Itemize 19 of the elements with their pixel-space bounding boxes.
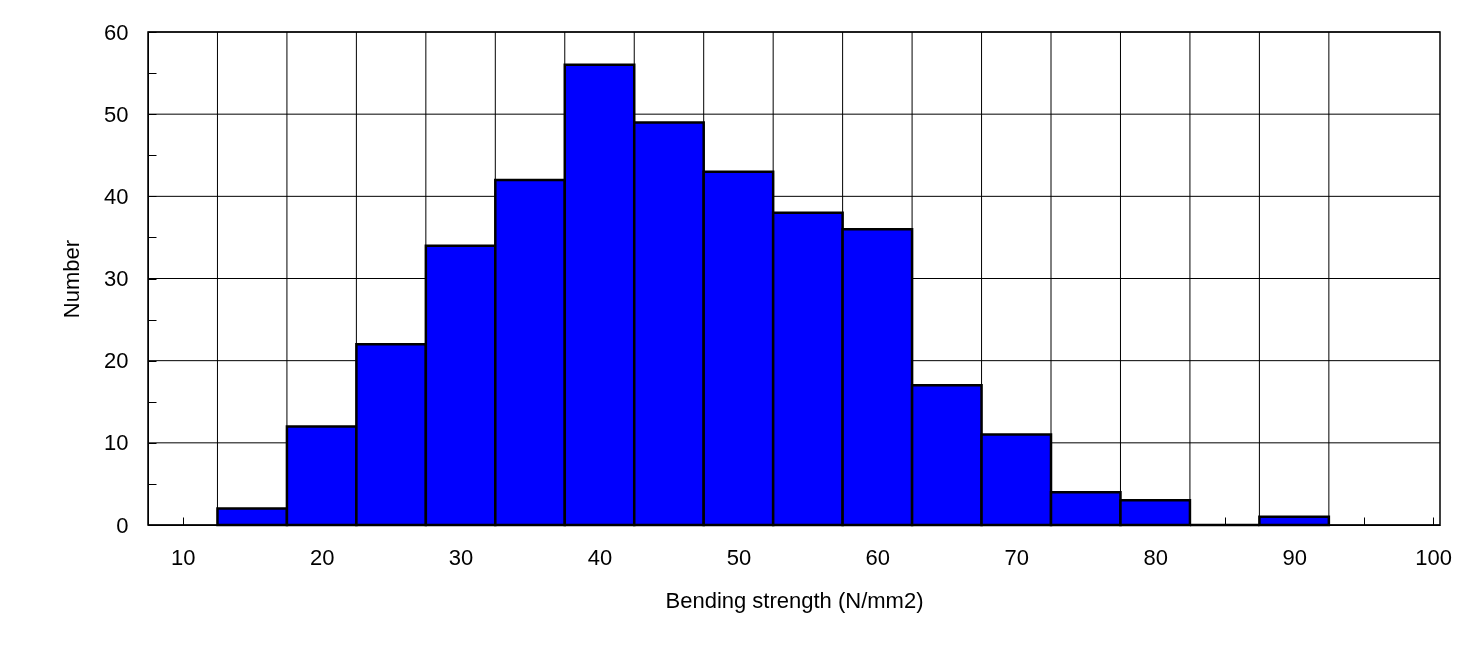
y-tick-label: 10 — [104, 430, 129, 456]
x-axis-title: Bending strength (N/mm2) — [665, 587, 924, 613]
x-tick-label: 60 — [865, 544, 891, 570]
y-tick-label: 50 — [104, 101, 129, 127]
x-tick-label: 80 — [1143, 544, 1168, 570]
y-axis-title: Number — [59, 239, 85, 319]
y-tick-label: 60 — [104, 19, 129, 45]
x-tick-label: 100 — [1415, 544, 1452, 570]
y-tick-label: 30 — [104, 266, 129, 291]
y-tick-label: 0 — [116, 512, 129, 538]
x-tick-label: 20 — [309, 544, 335, 570]
x-tick-label: 30 — [448, 544, 474, 570]
y-tick-label: 40 — [104, 183, 129, 209]
x-tick-label: 90 — [1282, 544, 1307, 570]
x-tick-label: 10 — [170, 544, 196, 570]
y-tick-label: 20 — [104, 348, 129, 374]
x-tick-label: 70 — [1004, 544, 1030, 570]
x-tick-label: 50 — [726, 544, 752, 570]
x-tick-label: 40 — [587, 544, 613, 570]
